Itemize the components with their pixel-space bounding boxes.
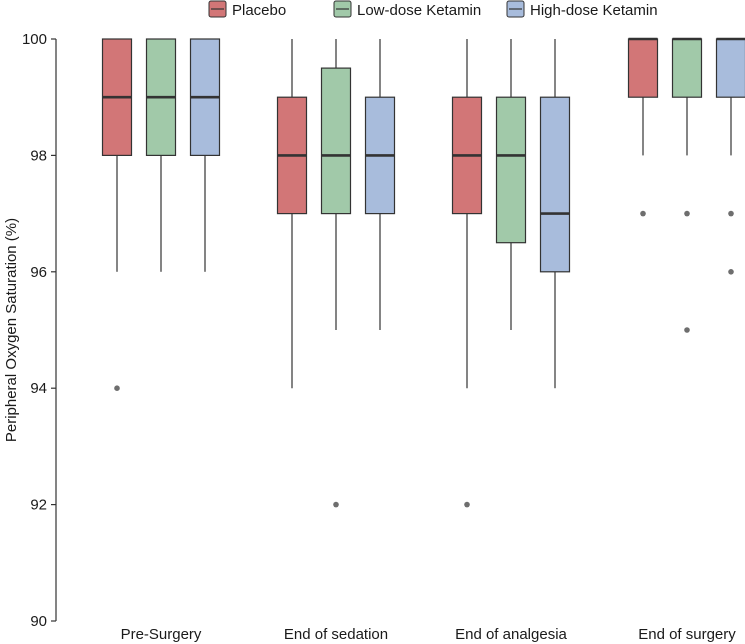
outlier-point (728, 210, 734, 217)
legend-label: Low-dose Ketamin (357, 2, 481, 19)
outlier-point (684, 210, 690, 217)
legend: Placebo Low-dose Ketamin High-dose Ketamin (208, 0, 658, 19)
plot-area (101, 37, 745, 508)
box-low-dose-ketamin-end-of-sedation (320, 39, 352, 508)
box-iqr (495, 96, 527, 244)
x-axis: Pre-Surgery End of sedation End of analges… (121, 626, 737, 643)
series-low-dose-ketamin (145, 37, 703, 508)
box-placebo-end-of-sedation (276, 39, 308, 389)
y-tick-label: 92 (30, 497, 47, 514)
box-placebo-end-of-analgesia (451, 39, 483, 508)
x-tick-label-end-of-sedation: End of sedation (284, 626, 388, 643)
x-tick-label-pre-surgery: Pre-Surgery (121, 626, 202, 643)
outlier-point (640, 210, 646, 217)
y-axis-title: Peripheral Oxygen Saturation (%) (3, 218, 20, 442)
box-low-dose-ketamin-end-of-analgesia (495, 39, 527, 330)
x-tick-label-end-of-analgesia: End of analgesia (455, 626, 567, 643)
legend-item-high-dose-ketamin: High-dose Ketamin (506, 0, 658, 19)
legend-item-placebo: Placebo (208, 0, 286, 19)
box-placebo-end-of-surgery (627, 37, 659, 217)
box-high-dose-ketamin-pre-surgery (189, 38, 221, 272)
y-tick-label: 90 (30, 613, 47, 630)
outlier-point (333, 501, 339, 508)
legend-item-low-dose-ketamin: Low-dose Ketamin (333, 0, 481, 19)
box-iqr (320, 67, 352, 215)
series-high-dose-ketamin (189, 37, 745, 389)
box-low-dose-ketamin-pre-surgery (145, 38, 177, 272)
box-high-dose-ketamin-end-of-sedation (364, 39, 396, 330)
outlier-point (728, 269, 734, 275)
y-tick-label: 96 (30, 264, 47, 281)
box-iqr (539, 96, 571, 273)
legend-label: Placebo (232, 2, 286, 19)
y-tick-label: 94 (30, 380, 47, 397)
box-high-dose-ketamin-end-of-surgery (715, 37, 745, 275)
box-low-dose-ketamin-end-of-surgery (671, 37, 703, 333)
y-tick-label: 100 (22, 31, 47, 48)
legend-label: High-dose Ketamin (530, 2, 658, 19)
y-tick-label: 98 (30, 147, 47, 164)
box-iqr (715, 38, 745, 98)
x-tick-label-end-of-surgery: End of surgery (638, 626, 736, 643)
box-placebo-pre-surgery (101, 38, 133, 392)
outlier-point (114, 385, 120, 392)
series-placebo (101, 37, 659, 508)
y-axis: 90 92 94 96 98 100 (22, 31, 57, 630)
box-high-dose-ketamin-end-of-analgesia (539, 39, 571, 389)
box-iqr (671, 38, 703, 98)
outlier-point (464, 501, 470, 508)
outlier-point (684, 327, 690, 333)
box-iqr (627, 38, 659, 98)
